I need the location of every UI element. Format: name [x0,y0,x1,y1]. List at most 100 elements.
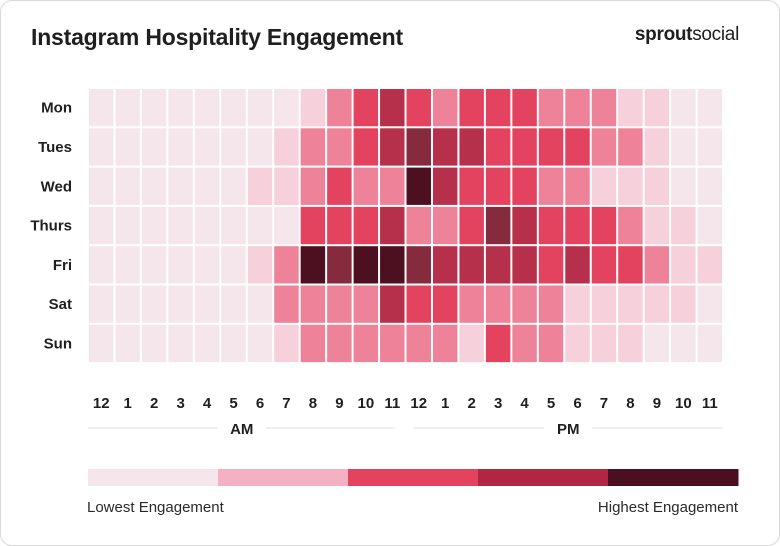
heatmap-cell [168,167,193,205]
heatmap-cell [115,246,140,284]
heatmap-cell [300,246,326,284]
heatmap-cell [89,324,114,363]
heatmap-cell [459,89,484,127]
heatmap-cell [380,324,405,363]
heatmap-cell [432,89,458,127]
heatmap-cell [538,324,564,363]
heatmap-cell [512,89,537,127]
chart-title: Instagram Hospitality Engagement [31,24,403,50]
heatmap-cell [194,167,220,205]
heatmap-cell [485,128,511,166]
hour-label: 12 [93,395,110,412]
heatmap-cell [380,128,405,166]
heatmap-cell [221,167,246,205]
heatmap-cell [459,167,484,205]
heatmap-cell [353,128,379,166]
heatmap-cell [565,128,590,166]
heatmap-cell [697,167,723,205]
heatmap-cell [327,324,352,363]
heatmap-cell [432,246,458,284]
heatmap-cell [327,246,352,284]
heatmap-cell [512,206,537,245]
heatmap-cell [459,128,484,166]
heatmap-cell [89,206,114,245]
hour-label: 9 [335,395,343,412]
heatmap-cell [89,246,114,284]
hour-label: 9 [653,395,661,412]
heatmap-cell [274,167,299,205]
day-label: Wed [41,178,72,195]
sprout-social-logo: sproutsocial [635,24,739,46]
heatmap-cell [618,324,643,363]
hour-label: 7 [282,395,290,412]
heatmap-cell [697,206,723,245]
heatmap-cell [406,285,431,323]
heatmap-cell [327,285,352,323]
heatmap-cell [141,89,167,127]
heatmap-cell [671,206,696,245]
heatmap-cell [538,89,564,127]
heatmap-cell [327,167,352,205]
heatmap-cell [591,285,617,323]
heatmap-cell [353,324,379,363]
heatmap-cell [538,285,564,323]
hour-label: 3 [176,395,184,412]
heatmap-cell [168,89,193,127]
heatmap-cell [247,246,273,284]
heatmap-cell [115,324,140,363]
legend-swatch [348,469,479,486]
hour-label: 8 [309,395,317,412]
hour-label: 8 [626,395,634,412]
period-label-bg [217,418,266,438]
heatmap-cell [565,89,590,127]
heatmap-cell [353,285,379,323]
heatmap-cell [618,206,643,245]
heatmap-cell [644,285,670,323]
heatmap-cell [565,167,590,205]
heatmap-cell [141,206,167,245]
heatmap-cell [353,206,379,245]
heatmap-cell [512,128,537,166]
hour-label: 4 [203,395,212,412]
day-label: Mon [41,100,72,117]
legend-swatch [478,469,609,486]
hour-label: 2 [150,395,158,412]
heatmap-cell [300,206,326,245]
legend-low-label: Lowest Engagement [87,499,224,516]
heatmap-cell [115,89,140,127]
heatmap-cell [194,89,220,127]
heatmap-cell [538,206,564,245]
heatmap-cell [591,206,617,245]
heatmap-cell [565,324,590,363]
hour-label: 10 [357,395,374,412]
period-label: PM [557,421,580,438]
heatmap-cell [115,167,140,205]
heatmap-cell [353,167,379,205]
heatmap-cell [353,246,379,284]
heatmap-cell [274,89,299,127]
hour-label: 1 [441,395,449,412]
heatmap-cell [247,285,273,323]
heatmap-cell [274,324,299,363]
day-label: Sat [49,296,72,313]
heatmap-cell [697,246,723,284]
heatmap-cell [618,89,643,127]
heatmap-cell [512,324,537,363]
heatmap-cell [671,128,696,166]
heatmap-cell [168,324,193,363]
heatmap-cell [512,246,537,284]
hour-label: 11 [702,395,718,412]
heatmap-cell [538,128,564,166]
heatmap-cell [459,285,484,323]
heatmap-cell [247,324,273,363]
heatmap-grid [88,88,724,364]
heatmap-cell [512,167,537,205]
heatmap-cell [406,128,431,166]
legend-swatch [608,469,739,486]
hour-label: 10 [675,395,692,412]
heatmap-cell [485,246,511,284]
heatmap-cell [168,206,193,245]
heatmap-cell [115,285,140,323]
hour-label: 2 [467,395,475,412]
heatmap-cell [380,89,405,127]
